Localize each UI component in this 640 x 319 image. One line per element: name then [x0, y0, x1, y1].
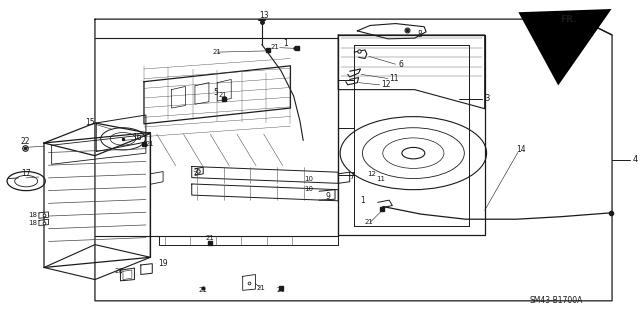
Text: 21: 21 — [256, 285, 265, 291]
Text: 13: 13 — [259, 11, 269, 20]
Text: 21: 21 — [199, 286, 207, 293]
Text: 16: 16 — [132, 133, 142, 142]
Text: 5: 5 — [214, 88, 218, 97]
Text: 18: 18 — [29, 212, 38, 218]
Text: 19: 19 — [159, 259, 168, 268]
Text: 3: 3 — [484, 94, 490, 103]
Text: 15: 15 — [85, 118, 95, 128]
Text: 21: 21 — [364, 219, 373, 226]
Text: 21: 21 — [146, 141, 154, 147]
Text: 22: 22 — [20, 137, 29, 146]
Text: FR.: FR. — [561, 15, 577, 24]
Text: 9: 9 — [326, 192, 330, 202]
Text: 21: 21 — [276, 286, 285, 293]
Text: 10: 10 — [304, 176, 313, 182]
Text: SM43-B1700A: SM43-B1700A — [529, 296, 582, 305]
Text: 8: 8 — [418, 31, 422, 40]
Text: 12: 12 — [381, 80, 391, 89]
Text: 12: 12 — [367, 171, 376, 177]
Text: 18: 18 — [29, 220, 38, 226]
Text: 11: 11 — [376, 176, 385, 182]
Text: 1: 1 — [360, 196, 365, 205]
Text: 4: 4 — [633, 155, 638, 164]
Text: 6: 6 — [399, 60, 404, 69]
Text: 17: 17 — [21, 169, 31, 178]
Text: 11: 11 — [389, 74, 399, 83]
Text: 14: 14 — [516, 145, 526, 154]
Text: 21: 21 — [212, 49, 221, 55]
Text: 1: 1 — [284, 39, 289, 48]
Text: 10: 10 — [304, 186, 313, 192]
Text: 21: 21 — [205, 235, 214, 241]
Text: 21: 21 — [270, 44, 279, 50]
Text: 21: 21 — [218, 92, 227, 98]
Text: 7: 7 — [349, 173, 355, 182]
Text: 2: 2 — [193, 168, 198, 177]
Text: 20: 20 — [114, 268, 123, 274]
